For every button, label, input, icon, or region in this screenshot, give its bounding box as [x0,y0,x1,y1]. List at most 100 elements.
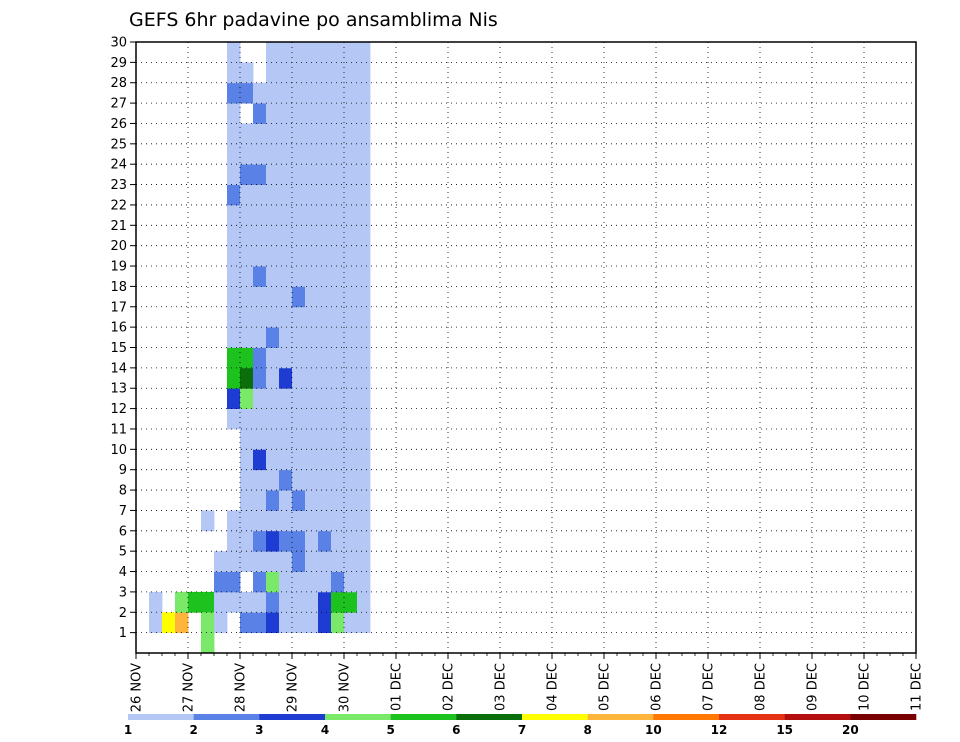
heatmap-cell [344,62,358,84]
heatmap-cell [279,245,293,267]
heatmap-cell [305,490,319,511]
heatmap-cell [279,204,293,226]
heatmap-cell [266,510,280,532]
y-tick-label: 25 [110,137,127,152]
heatmap-cell [357,306,371,328]
heatmap-cell [331,449,345,471]
heatmap-cell [331,327,345,348]
legend-swatch [128,714,194,720]
heatmap-cell [279,510,293,532]
heatmap-cell [331,510,345,532]
color-legend: 1 2 3 4 5 6 7 8 10 12 15 20 [124,714,917,737]
y-tick-label: 23 [110,178,127,193]
heatmap-cell [292,367,306,389]
heatmap-cell [305,245,319,267]
y-tick-label: 22 [110,198,127,213]
heatmap-cell [227,82,241,104]
heatmap-cell [240,204,254,226]
y-tick-label: 29 [110,56,127,71]
heatmap-cell [214,612,228,634]
legend-label: 2 [189,723,197,737]
heatmap-cell [292,164,306,185]
heatmap-cell [344,591,358,613]
heatmap-cell [240,82,254,104]
heatmap-cell [240,510,254,532]
heatmap-cell [318,184,332,206]
x-tick-label: 04 DEC [546,663,561,711]
heatmap-cell [357,225,371,247]
x-tick-label: 03 DEC [494,663,509,711]
heatmap-cell [357,143,371,165]
heatmap-cell [331,204,345,226]
heatmap-cell [292,123,306,145]
heatmap-cell [318,449,332,471]
x-tick-label: 28 NOV [234,663,249,712]
y-tick-label: 5 [119,545,127,560]
heatmap-cell [344,347,358,369]
heatmap-cell [357,123,371,145]
heatmap-cell [240,327,254,348]
heatmap-cell [357,428,371,450]
y-tick-label: 16 [110,321,127,336]
heatmap-cell [279,184,293,206]
heatmap-cell [227,367,241,389]
heatmap-cell [318,266,332,287]
heatmap-cell [331,123,345,145]
x-tick-label: 29 NOV [286,663,301,712]
heatmap-cell [357,388,371,409]
heatmap-cell [292,204,306,226]
heatmap-cell [266,469,280,491]
y-tick-label: 7 [119,504,127,519]
heatmap-cell [344,82,358,104]
heatmap-cell [240,347,254,369]
x-tick-label: 08 DEC [754,663,769,711]
heatmap-cell [253,490,267,511]
heatmap-cell [227,347,241,369]
y-tick-label: 26 [110,117,127,132]
heatmap-cell [266,490,280,511]
heatmap-cell [331,530,345,552]
heatmap-cell [344,428,358,450]
heatmap-cell [292,490,306,511]
heatmap-cell [357,42,371,63]
x-tick-label: 30 NOV [338,663,353,712]
legend-swatch [587,714,654,720]
heatmap-cell [344,408,358,430]
heatmap-cell [344,469,358,491]
heatmap-cell [292,449,306,471]
heatmap-cell [253,530,267,552]
heatmap-cell [227,266,241,287]
legend-swatch [259,714,326,720]
heatmap-cell [253,204,267,226]
heatmap-cell [331,42,345,63]
legend-label: 1 [124,723,132,737]
heatmap-cell [305,367,319,389]
heatmap-cell [227,103,241,124]
heatmap-cell [305,408,319,430]
heatmap-cell [357,286,371,308]
heatmap-cell [318,530,332,552]
legend-label: 7 [518,723,526,737]
heatmap-cell [305,123,319,145]
y-tick-label: 24 [110,158,127,173]
heatmap-cell [344,388,358,409]
x-tick-label: 09 DEC [806,663,821,711]
heatmap-cell [331,428,345,450]
heatmap-cell [344,327,358,348]
heatmap-cell [266,286,280,308]
legend-swatch [193,714,260,720]
heatmap-cell [357,103,371,124]
heatmap-cell [253,245,267,267]
heatmap-cell [357,551,371,572]
heatmap-cell [266,612,280,634]
heatmap-cell [227,42,241,63]
heatmap-cell [253,306,267,328]
heatmap-cell [227,204,241,226]
y-tick-label: 11 [110,422,127,437]
heatmap-cell [357,347,371,369]
heatmap-cell [318,571,332,593]
heatmap-cell [240,286,254,308]
heatmap-cell [240,143,254,165]
heatmap-cell [253,591,267,613]
